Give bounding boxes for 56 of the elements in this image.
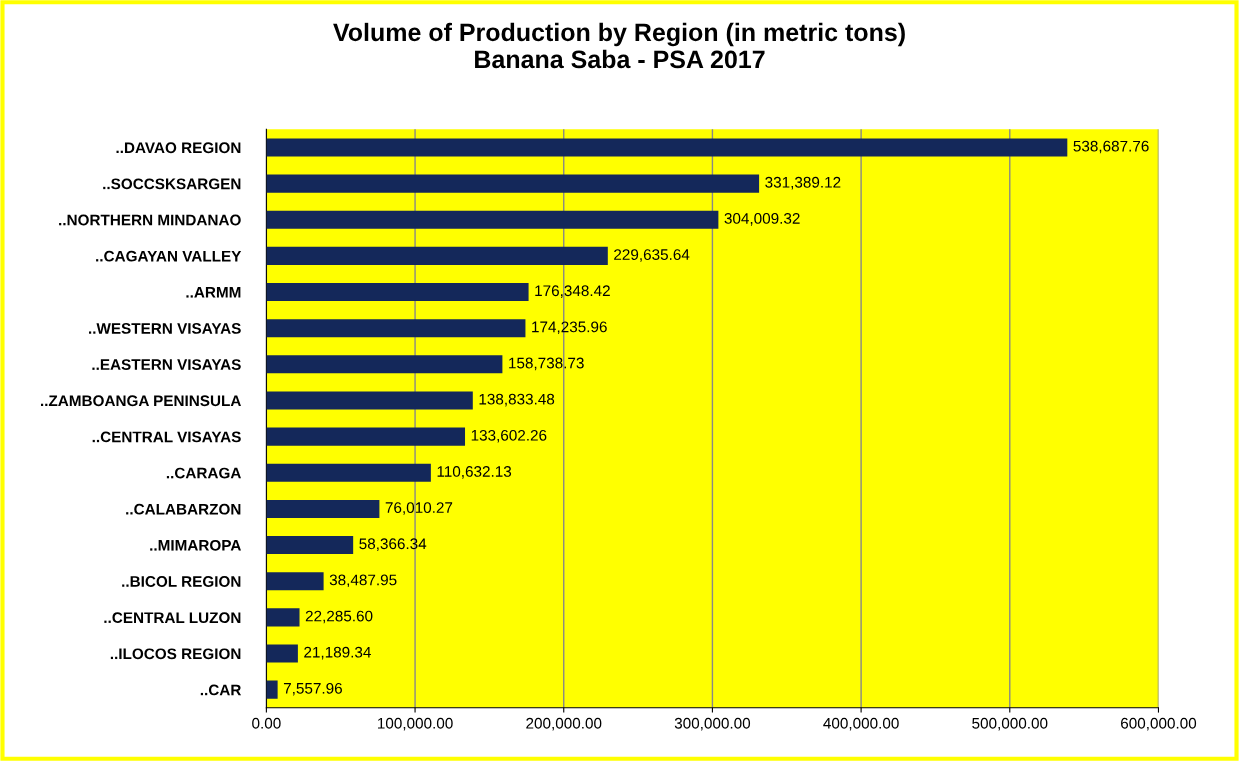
data-label: 174,235.96	[532, 321, 607, 335]
y-tick-label: ..EASTERN VISAYAS	[92, 359, 241, 371]
y-tick-label: ..MIMAROPA	[150, 539, 241, 551]
bar	[266, 427, 466, 446]
y-tick-label: ..CENTRAL VISAYAS	[92, 431, 241, 443]
data-label: 229,635.64	[614, 249, 690, 262]
x-tick-label: 300,000.00	[674, 717, 751, 731]
x-tick-label: 200,000.00	[526, 717, 602, 731]
data-label: 110,632.13	[437, 466, 512, 479]
bar	[266, 355, 503, 374]
y-tick-label: ..NORTHERN MINDANAO	[59, 214, 241, 226]
bar	[266, 536, 354, 555]
bar	[266, 463, 431, 482]
data-label: 331,389.12	[765, 176, 841, 190]
bar	[266, 572, 324, 591]
y-tick-label: ..DAVAO REGION	[116, 142, 241, 154]
x-tick-label: 600,000.00	[1121, 717, 1197, 731]
x-tick-label: 400,000.00	[823, 717, 899, 731]
y-tick-label: ..ILOCOS REGION	[110, 648, 241, 660]
bar	[266, 499, 380, 518]
bar	[266, 283, 529, 302]
data-label: 304,009.32	[724, 213, 800, 226]
y-tick-label: ..CAGAYAN VALLEY	[96, 250, 242, 262]
y-tick-label: ..BICOL REGION	[122, 576, 241, 587]
chart-title: Volume of Production by Region (in metric tons) Banana Saba - PSA 2017	[333, 22, 905, 69]
bar	[266, 644, 298, 663]
y-tick-label: ..WESTERN VISAYAS	[89, 323, 241, 334]
data-label: 58,366.34	[359, 538, 427, 551]
data-label: 7,557.96	[283, 682, 342, 696]
bar	[266, 680, 278, 699]
bar	[266, 319, 526, 338]
data-label: 21,189.34	[304, 646, 371, 660]
bar	[266, 138, 1068, 157]
data-label: 38,487.95	[329, 574, 397, 588]
bar	[266, 608, 300, 627]
x-tick-label: 100,000.00	[378, 717, 453, 731]
data-label: 22,285.60	[305, 610, 373, 624]
bar	[266, 391, 473, 410]
y-tick-label: ..SOCCSKSARGEN	[103, 178, 241, 190]
bar	[266, 246, 608, 265]
bar	[266, 174, 760, 193]
data-label: 176,348.42	[535, 285, 610, 298]
data-label: 76,010.27	[385, 502, 453, 515]
y-tick-label: ..CENTRAL LUZON	[104, 612, 241, 624]
data-label: 133,602.26	[471, 429, 547, 443]
data-label: 538,687.76	[1073, 140, 1149, 154]
bar	[266, 210, 719, 229]
y-tick-label: ..CAR	[200, 684, 242, 696]
y-tick-label: ..CARAGA	[166, 467, 241, 479]
y-tick-label: ..CALABARZON	[126, 503, 241, 515]
y-tick-label: ..ZAMBOANGA PENINSULA	[40, 395, 241, 407]
data-label: 158,738.73	[509, 357, 584, 371]
data-label: 138,833.48	[479, 393, 555, 407]
x-tick-label: 0.00	[252, 717, 281, 729]
y-tick-label: ..ARMM	[186, 287, 241, 298]
x-tick-label: 500,000.00	[972, 717, 1048, 731]
